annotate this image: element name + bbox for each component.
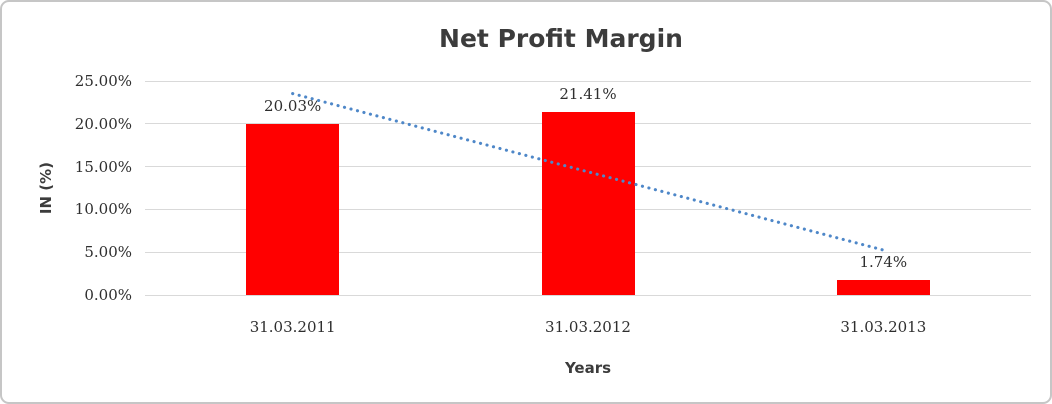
x-tick-label: 31.03.2013 — [840, 318, 927, 336]
y-tick-label: 15.00% — [74, 157, 132, 176]
trendline — [291, 92, 885, 252]
y-tick-label: 20.00% — [74, 114, 132, 133]
x-axis-title: Years — [564, 359, 612, 377]
gridline — [145, 294, 1031, 296]
bar-31.03.2013 — [836, 280, 930, 295]
chart-title: Net Profit Margin — [439, 24, 683, 53]
y-axis: 0.00% 5.00% 10.00% 15.00% 20.00% 25.00% — [42, 72, 132, 304]
x-tick-label: 31.03.2012 — [545, 318, 631, 336]
x-axis: 31.03.2011 31.03.2012 31.03.2013 — [145, 316, 1031, 336]
x-tick-label: 31.03.2011 — [249, 318, 336, 336]
bar-data-label: 1.74% — [859, 253, 908, 272]
y-tick-label: 25.00% — [74, 72, 132, 90]
y-tick-label: 0.00% — [84, 286, 132, 304]
bar-data-label: 20.03% — [264, 96, 322, 115]
y-tick-label: 10.00% — [74, 200, 132, 219]
bar-31.03.2011 — [246, 123, 340, 295]
gridline — [145, 80, 1031, 82]
y-tick-label: 5.00% — [84, 243, 132, 262]
bar-data-label: 21.41% — [559, 84, 617, 103]
plot-area: 20.03% 21.41% 1.74% — [145, 80, 1031, 296]
bar-31.03.2012 — [541, 111, 635, 295]
